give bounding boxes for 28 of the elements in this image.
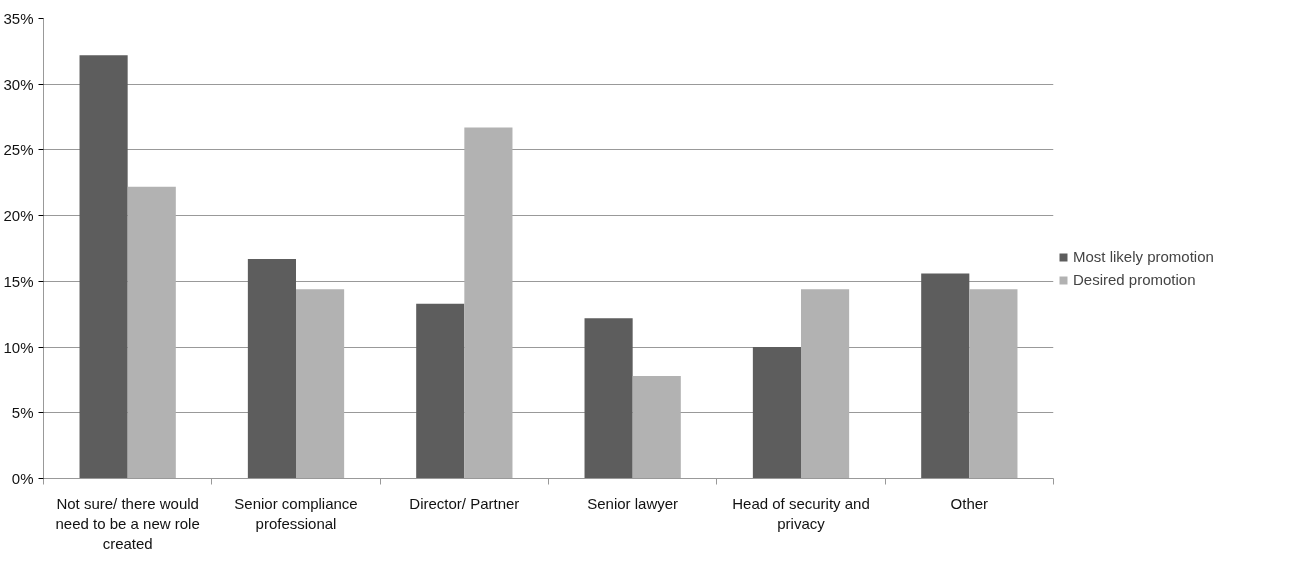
bar <box>801 289 850 479</box>
x-tick-label: Other <box>950 494 989 512</box>
bar <box>247 259 296 479</box>
y-tick-label: 35% <box>3 10 34 27</box>
legend-label: Desired promotion <box>1073 271 1196 288</box>
bar <box>632 375 681 479</box>
bar <box>296 289 345 479</box>
y-tick-label: 25% <box>3 141 34 159</box>
x-tick-label: Senior compliance professional <box>234 494 358 532</box>
bar <box>127 186 176 479</box>
x-tick-label: Head of security and privacy <box>732 494 870 532</box>
bar <box>752 347 801 479</box>
y-tick-label: 5% <box>11 404 34 422</box>
bar <box>584 318 633 479</box>
y-tick-label: 10% <box>3 338 34 356</box>
legend-label: Most likely promotion <box>1073 248 1214 265</box>
x-tick-label: Senior lawyer <box>587 494 679 512</box>
bar <box>464 127 513 479</box>
y-tick-label: 20% <box>3 207 34 225</box>
bar <box>416 303 465 479</box>
y-tick-label: 15% <box>3 272 34 290</box>
y-tick-label: 30% <box>3 75 34 93</box>
x-tick-label: Not sure/ there would need to be a new role created <box>55 494 200 553</box>
y-tick-label: 0% <box>11 470 34 487</box>
bar <box>969 289 1018 479</box>
bar <box>79 55 128 479</box>
x-tick-label: Director/ Partner <box>409 494 520 512</box>
bar <box>921 273 970 479</box>
